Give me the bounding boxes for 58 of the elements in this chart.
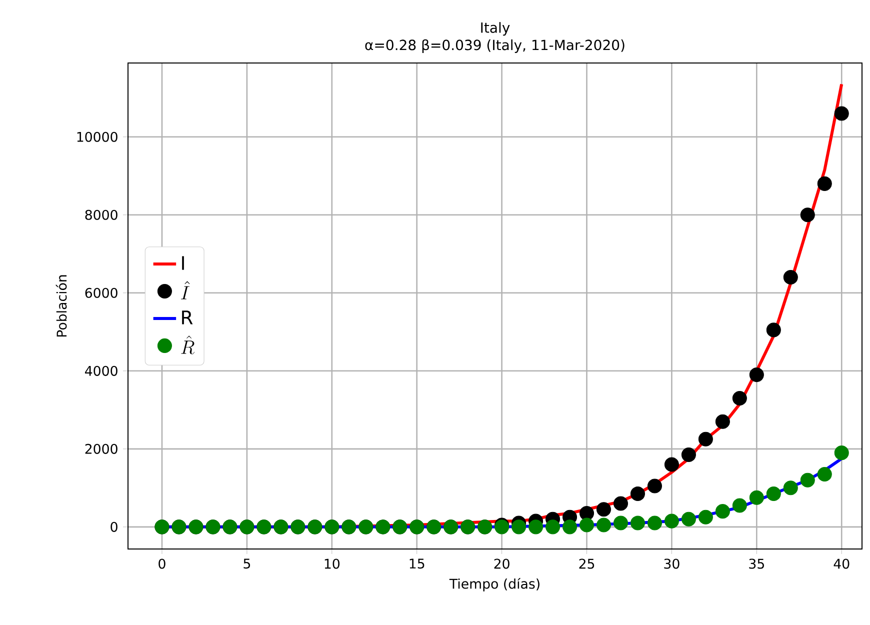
- point: [681, 447, 696, 462]
- point: [715, 504, 730, 519]
- x-tick-label: 40: [834, 558, 850, 569]
- point: [800, 472, 815, 488]
- legend-label: $\hat{R}$: [181, 336, 194, 354]
- point: [613, 516, 628, 530]
- x-tick-label: 5: [244, 558, 250, 569]
- point: [732, 390, 747, 406]
- point: [630, 516, 646, 530]
- y-tick-label: 10000: [77, 132, 118, 142]
- chart-title: Italy: [481, 22, 510, 36]
- point: [715, 414, 730, 429]
- x-tick-label: 15: [410, 558, 424, 569]
- point: [834, 106, 849, 121]
- x-tick-label: 25: [579, 558, 594, 569]
- y-axis-title: Población: [56, 275, 67, 337]
- y-tick-label: 6000: [85, 288, 118, 298]
- point: [664, 514, 679, 528]
- point: [698, 510, 713, 524]
- legend-label: I: [182, 256, 184, 270]
- chart-subtitle: α=0.28 β=0.039 (Italy, 11-Mar-2020): [365, 39, 624, 53]
- point: [834, 446, 849, 460]
- x-tick-label: 35: [749, 558, 764, 569]
- point: [783, 270, 798, 285]
- legend-label: R: [182, 310, 193, 324]
- point: [749, 368, 764, 382]
- point: [528, 520, 544, 534]
- point: [681, 512, 696, 526]
- point: [512, 520, 526, 534]
- point: [817, 466, 832, 482]
- y-tick-label: 4000: [85, 366, 118, 376]
- point: [766, 486, 781, 502]
- point: [546, 520, 560, 534]
- x-tick-label: 30: [664, 558, 680, 569]
- point: [766, 322, 781, 338]
- point: [647, 516, 662, 530]
- y-tick-label: 8000: [85, 210, 118, 220]
- point: [596, 518, 612, 532]
- x-tick-label: 10: [324, 558, 340, 569]
- point: [647, 478, 662, 494]
- point: [630, 486, 646, 502]
- point: [698, 432, 713, 446]
- point: [579, 518, 594, 532]
- point: [783, 480, 798, 496]
- point: [749, 490, 764, 505]
- y-tick-label: 2000: [85, 444, 118, 454]
- point: [613, 496, 628, 511]
- point: [817, 176, 832, 191]
- x-tick-label: 20: [494, 558, 510, 569]
- legend-label: $\hat{I}$: [181, 281, 190, 300]
- point: [596, 502, 612, 517]
- point: [800, 208, 815, 222]
- x-axis-title: Tiempo (días): [449, 578, 540, 592]
- point: [562, 520, 578, 534]
- x-tick-label: 0: [158, 558, 166, 569]
- point: [732, 498, 747, 513]
- y-tick-label: 0: [110, 522, 118, 532]
- point: [664, 457, 679, 472]
